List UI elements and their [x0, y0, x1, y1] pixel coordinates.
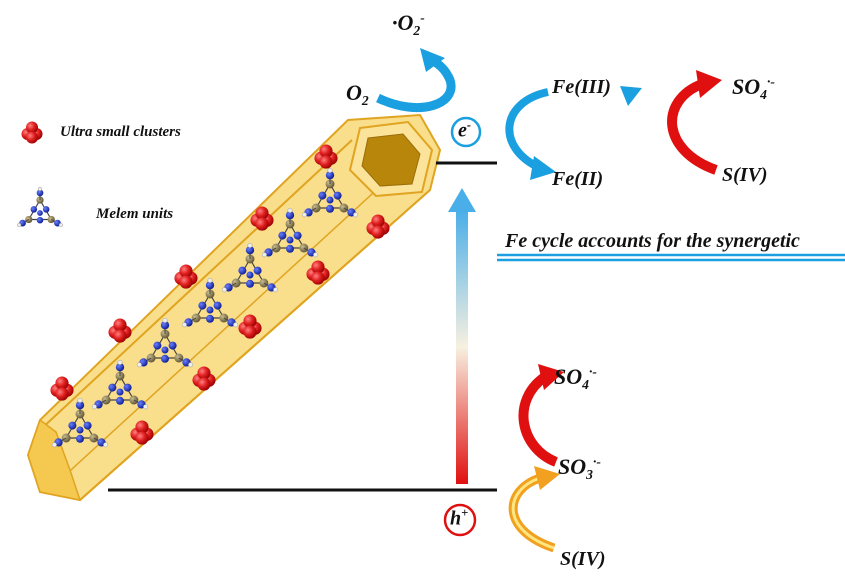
hole-circle: [443, 503, 477, 537]
so4-top-label: SO4·-: [732, 74, 775, 102]
clusters-legend-label: Ultra small clusters: [60, 124, 181, 140]
siv-to-so4-top-arrow: [667, 79, 718, 175]
cluster-icon: [314, 144, 338, 169]
caption-text: Fe cycle accounts for the synergetic: [505, 230, 800, 252]
melem-chain: [51, 167, 359, 448]
cluster-icon: [306, 260, 330, 285]
fe2-label: Fe(II): [552, 168, 604, 190]
melem-unit: [261, 207, 319, 258]
cluster-icon: [50, 376, 74, 401]
melem-unit: [136, 317, 194, 368]
electron-label: e-: [458, 118, 472, 142]
o2-reduction-arrow: [376, 56, 456, 112]
melem-unit: [51, 397, 109, 448]
fe3-to-fe2-arrow: [505, 88, 549, 172]
oxygen-label: O2: [346, 80, 369, 108]
melem-unit: [17, 186, 63, 228]
cluster-group: [50, 144, 390, 445]
cluster-icon: [21, 121, 43, 144]
cluster-icon: [130, 420, 154, 445]
melem-unit: [301, 167, 359, 218]
excitation-arrow: [448, 188, 476, 484]
cluster-legend-icon: [21, 121, 43, 144]
melem-legend-label: Melem units: [96, 206, 174, 222]
so3-label: SO3·-: [558, 454, 601, 482]
melem-unit: [181, 277, 239, 328]
so3-to-so4-arrow: [518, 371, 559, 467]
melem-unit: [221, 242, 279, 293]
siv-top-label: S(IV): [722, 164, 768, 186]
siv-bottom-label: S(IV): [560, 548, 606, 570]
hole-label: h+: [450, 506, 469, 530]
cluster-icon: [192, 366, 216, 391]
cluster-icon: [238, 314, 262, 339]
superoxide-label: ·O2-: [392, 10, 425, 38]
so4-bottom-label: SO4·-: [554, 364, 597, 392]
cluster-icon: [108, 318, 132, 343]
tube-core-hexagon: [361, 133, 421, 187]
nanotube: [26, 113, 442, 502]
cluster-icon: [366, 214, 390, 239]
melem-unit: [91, 359, 149, 410]
melem-legend-icon: [17, 186, 63, 228]
cluster-icon: [250, 206, 274, 231]
fe2-to-fe3-arrow: [628, 100, 646, 172]
electron-circle: [450, 116, 482, 148]
cluster-icon: [174, 264, 198, 289]
fe3-label: Fe(III): [552, 76, 611, 98]
